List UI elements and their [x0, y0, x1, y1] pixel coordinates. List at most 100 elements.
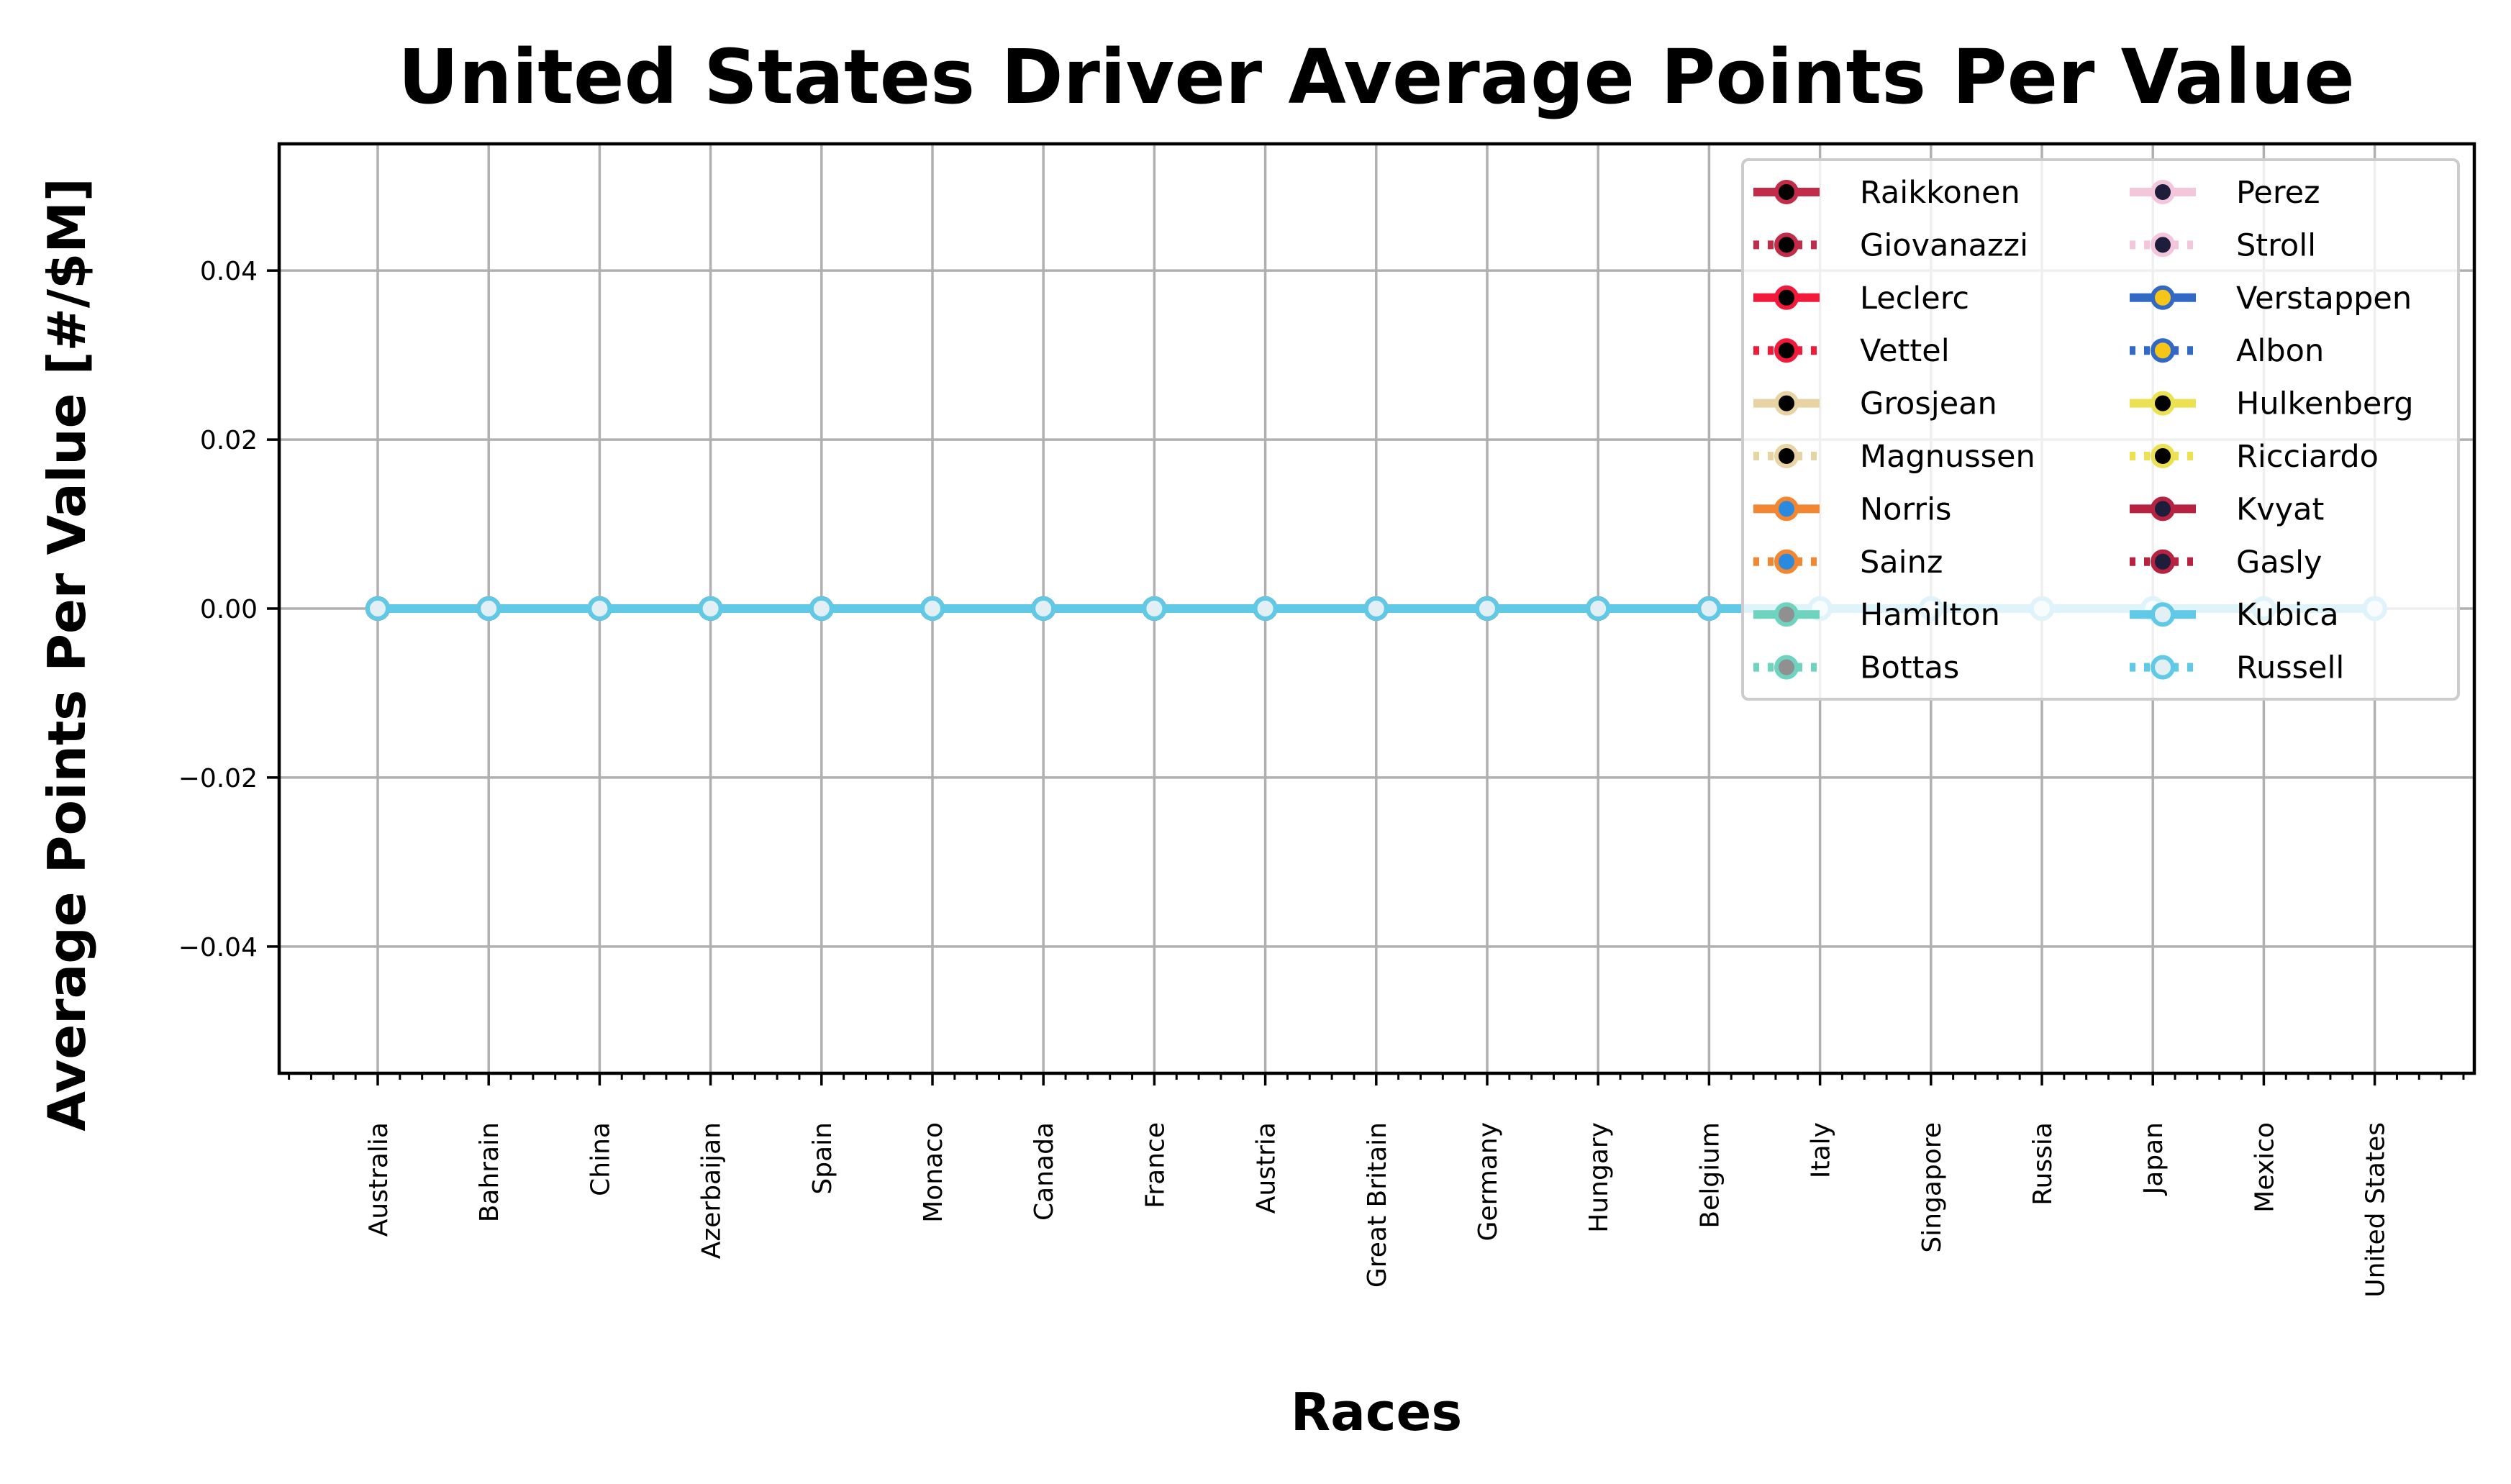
axis-ticks: Australia Bahrain China Azerbaijan Spain Mona…: [178, 257, 2465, 1298]
legend-marker: [2151, 338, 2175, 363]
legend-marker: [2151, 180, 2175, 204]
legend-marker: [1774, 338, 1799, 363]
legend-marker: [1774, 391, 1799, 416]
data-point: [1475, 596, 1499, 621]
legend-label: Albon: [2236, 333, 2324, 369]
legend-item: Kvyat: [2130, 491, 2324, 527]
legend-marker: [2151, 285, 2175, 310]
data-point: [476, 596, 501, 621]
legend-label: Giovanazzi: [1860, 227, 2028, 263]
legend-marker: [1774, 655, 1799, 680]
legend-marker: [2151, 602, 2175, 627]
legend-marker: [2151, 444, 2175, 468]
x-tick-label: Spain: [808, 1122, 837, 1195]
legend-marker: [1774, 444, 1799, 468]
legend-item: Stroll: [2130, 227, 2316, 263]
legend-marker: [1774, 180, 1799, 204]
data-point: [1253, 596, 1278, 621]
data-point: [1142, 596, 1167, 621]
legend: Raikkonen Giovanazzi Leclerc Vettel Grosjean…: [1741, 158, 2460, 701]
legend-marker: [1774, 232, 1799, 258]
y-tick-label: 0.02: [200, 426, 258, 455]
data-point: [1363, 596, 1389, 621]
legend-item: Leclerc: [1753, 281, 1969, 317]
x-tick-label: Italy: [1807, 1122, 1836, 1178]
legend-item: Russell: [2130, 650, 2344, 686]
legend-label: Perez: [2236, 175, 2320, 211]
legend-label: Verstappen: [2236, 281, 2412, 317]
legend-item: Kubica: [2130, 597, 2339, 633]
y-tick-label: −0.04: [178, 933, 258, 962]
x-tick-label: Hungary: [1584, 1122, 1614, 1233]
y-tick-label: −0.02: [178, 764, 258, 793]
legend-box: [1741, 158, 2460, 701]
legend-item: Albon: [2130, 333, 2324, 369]
legend-label: Sainz: [1860, 545, 1943, 581]
x-tick-label: Germany: [1474, 1122, 1503, 1241]
x-tick-label: Japan: [2139, 1122, 2169, 1196]
chart-title: United States Driver Average Points Per …: [398, 33, 2355, 121]
legend-item: Vettel: [1753, 333, 1950, 369]
legend-item: Hulkenberg: [2130, 386, 2414, 422]
legend-item: Grosjean: [1753, 386, 1997, 422]
legend-item: Magnussen: [1753, 439, 2035, 475]
legend-label: Bottas: [1860, 650, 1959, 686]
legend-item: Verstappen: [2130, 281, 2412, 317]
data-point: [809, 596, 834, 621]
legend-label: Grosjean: [1860, 386, 1997, 422]
legend-marker: [1774, 602, 1799, 627]
x-tick-label: Australia: [364, 1122, 394, 1237]
legend-marker: [1774, 496, 1799, 522]
x-tick-label: Mexico: [2250, 1122, 2279, 1213]
legend-marker: [1774, 549, 1799, 574]
legend-item: Gasly: [2130, 545, 2322, 581]
legend-label: Leclerc: [1860, 281, 1969, 317]
legend-label: Hulkenberg: [2236, 386, 2414, 422]
data-point: [1031, 596, 1056, 621]
x-tick-label: Great Britain: [1363, 1122, 1392, 1288]
legend-marker: [2151, 549, 2175, 574]
x-tick-label: Singapore: [1917, 1122, 1947, 1253]
x-tick-label: Bahrain: [475, 1122, 504, 1222]
x-tick-label: Azerbaijan: [697, 1122, 727, 1259]
legend-label: Stroll: [2236, 227, 2316, 263]
legend-item: Norris: [1753, 491, 1951, 527]
y-tick-label: 0.00: [200, 595, 258, 624]
data-point: [1697, 596, 1722, 621]
legend-label: Gasly: [2236, 545, 2322, 581]
legend-label: Russell: [2236, 650, 2344, 686]
data-point: [698, 596, 723, 621]
legend-item: Ricciardo: [2130, 439, 2379, 475]
legend-label: Hamilton: [1860, 597, 2000, 633]
legend-label: Magnussen: [1860, 439, 2035, 475]
data-point: [365, 596, 390, 621]
legend-label: Raikkonen: [1860, 175, 2020, 211]
legend-item: Giovanazzi: [1753, 227, 2028, 263]
data-point: [920, 596, 945, 621]
y-tick-label: 0.04: [200, 257, 258, 286]
legend-label: Vettel: [1860, 333, 1950, 369]
legend-item: Raikkonen: [1753, 175, 2020, 211]
legend-label: Ricciardo: [2236, 439, 2379, 475]
x-tick-label: Monaco: [919, 1122, 948, 1223]
legend-label: Norris: [1860, 491, 1951, 527]
x-tick-label: Canada: [1030, 1122, 1059, 1221]
legend-label: Kvyat: [2236, 491, 2324, 527]
legend-label: Kubica: [2236, 597, 2339, 633]
data-point: [587, 596, 612, 621]
legend-item: Bottas: [1753, 650, 1959, 686]
y-axis-label: Average Points Per Value [#/$M]: [37, 178, 97, 1132]
legend-item: Sainz: [1753, 545, 1943, 581]
x-tick-label: Austria: [1252, 1122, 1281, 1214]
legend-marker: [2151, 496, 2175, 522]
legend-item: Hamilton: [1753, 597, 2000, 633]
x-tick-label: United States: [2361, 1122, 2391, 1298]
x-tick-label: France: [1140, 1122, 1170, 1208]
legend-item: Perez: [2130, 175, 2320, 211]
legend-marker: [2151, 391, 2175, 416]
x-tick-label: China: [586, 1122, 615, 1196]
x-tick-label: Russia: [2028, 1122, 2058, 1206]
legend-marker: [2151, 655, 2175, 680]
